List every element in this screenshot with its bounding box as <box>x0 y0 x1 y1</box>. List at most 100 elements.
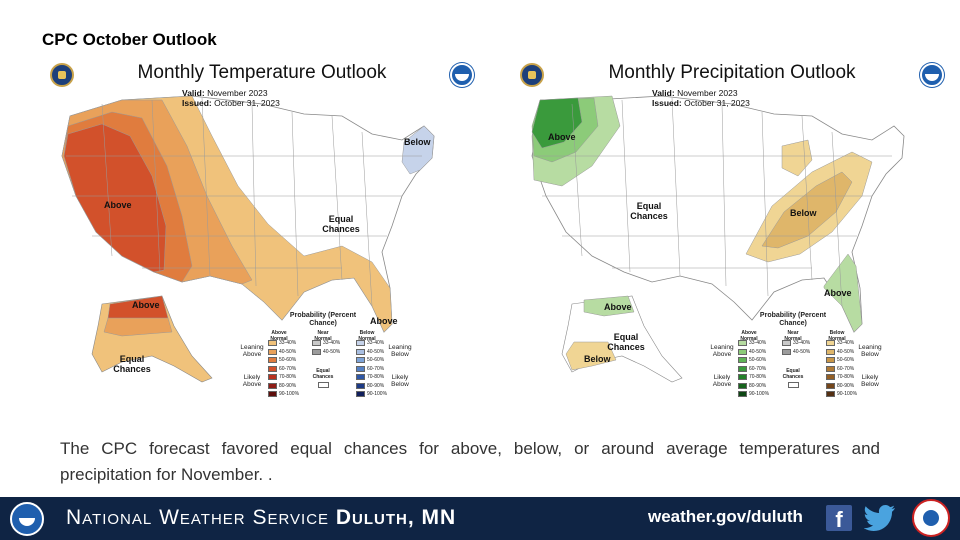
legend-range-near: 33-40% <box>323 340 341 346</box>
legend-swatch-below <box>356 382 365 389</box>
legend-head-below: Below Normal <box>358 330 376 342</box>
legend-range-below: 40-50% <box>367 348 385 355</box>
legend-range-below: 50-60% <box>837 357 855 363</box>
legend-swatch-below <box>826 357 835 363</box>
legend-swatch-above <box>268 348 277 355</box>
legend-swatch-below <box>826 340 835 346</box>
legend-title: Probability (Percent Chance) <box>289 312 357 327</box>
legend-likely-above: Likely Above <box>242 374 262 388</box>
legend-swatch-above <box>268 365 277 372</box>
legend-title: Probability (Percent Chance) <box>759 312 827 327</box>
footer-office: Duluth, MN <box>335 506 457 529</box>
legend-swatch-near <box>312 348 321 355</box>
slide-title: CPC October Outlook <box>42 30 217 49</box>
legend-range-below: 80-90% <box>837 382 855 389</box>
issued-label: Issued: <box>182 98 212 108</box>
valid-value: November 2023 <box>207 88 268 98</box>
label-equal-chances: Equal Chances <box>630 201 668 221</box>
valid-label: Valid: <box>182 88 205 98</box>
issued-label: Issued: <box>652 98 682 108</box>
precipitation-map-title: Monthly Precipitation Outlook <box>608 62 856 83</box>
nws-logo-icon <box>912 499 950 537</box>
label-above-alaska: Above <box>132 300 160 310</box>
temperature-valid-block: Valid: November 2023 Issued: October 31,… <box>182 88 280 108</box>
legend-swatch-above <box>738 340 747 346</box>
legend-range-above: 33-40% <box>279 340 297 346</box>
footer-organization: National Weather Service Duluth, MN <box>66 506 456 530</box>
label-below-ne: Below <box>404 137 431 147</box>
legend-head-near: Near Normal <box>314 330 332 342</box>
footer-website-link[interactable]: weather.gov/duluth <box>648 507 803 526</box>
legend-range-below: 50-60% <box>367 357 385 363</box>
legend-leaning-below: Leaning Below <box>388 344 412 358</box>
legend-swatch-below <box>356 374 365 380</box>
precipitation-outlook-map: Monthly Precipitation Outlook Valid: Nov… <box>512 56 952 408</box>
issued-value: October 31, 2023 <box>684 98 750 108</box>
temperature-map-title: Monthly Temperature Outlook <box>137 62 387 83</box>
legend-range-near: 40-50% <box>793 348 811 355</box>
label-above-se: Above <box>824 288 852 298</box>
legend-range-above: 90-100% <box>749 391 770 397</box>
legend-leaning-above: Leaning Above <box>240 344 264 358</box>
legend-head-above: Above Normal <box>740 330 758 342</box>
temp-below-ne-zone <box>401 125 435 175</box>
label-above-west: Above <box>104 200 132 210</box>
legend-range-above: 50-60% <box>279 357 297 363</box>
label-above-alaska: Above <box>604 302 632 312</box>
legend-likely-above: Likely Above <box>712 374 732 388</box>
legend-range-below: 40-50% <box>837 348 855 355</box>
legend-range-below: 33-40% <box>367 340 385 346</box>
state-borders <box>536 97 892 307</box>
label-below-alaska: Below <box>584 354 611 364</box>
label-equal-chances: Equal Chances <box>322 214 360 234</box>
legend-range-below: 70-80% <box>837 374 855 380</box>
legend-range-above: 60-70% <box>279 365 297 372</box>
legend-swatch-above <box>268 391 277 397</box>
legend-range-below: 90-100% <box>837 391 858 397</box>
legend-swatch-equal <box>788 382 799 388</box>
twitter-icon[interactable] <box>864 505 896 531</box>
legend-head-near: Near Normal <box>784 330 802 342</box>
alaska-above-mid <box>103 317 173 337</box>
legend-swatch-below <box>356 391 365 397</box>
legend-range-above: 70-80% <box>279 374 297 380</box>
legend-swatch-below <box>356 348 365 355</box>
legend-swatch-near <box>782 348 791 355</box>
alaska-above-north <box>583 295 635 317</box>
legend-swatch-below <box>356 365 365 372</box>
prcp-above-se <box>823 253 863 333</box>
legend-range-above: 90-100% <box>279 391 300 397</box>
legend-range-above: 33-40% <box>749 340 767 346</box>
legend-swatch-equal <box>318 382 329 388</box>
legend-head-below: Below Normal <box>828 330 846 342</box>
facebook-icon[interactable]: f <box>826 505 852 532</box>
legend-swatch-above <box>738 357 747 363</box>
noaa-logo-icon <box>450 63 474 87</box>
footer-org-prefix: National Weather Service <box>66 506 330 529</box>
legend-swatch-above <box>738 348 747 355</box>
legend-range-above: 50-60% <box>749 357 767 363</box>
legend-range-above: 40-50% <box>279 348 297 355</box>
legend-swatch-near <box>312 340 321 346</box>
valid-label: Valid: <box>652 88 675 98</box>
precipitation-map-graphic <box>531 95 905 383</box>
state-borders <box>66 97 422 307</box>
legend-swatch-below <box>356 357 365 363</box>
noaa-logo-icon <box>10 502 44 536</box>
temperature-legend: Probability (Percent Chance) Above Norma… <box>238 312 412 408</box>
doc-seal-icon <box>520 63 544 87</box>
legend-range-below: 80-90% <box>367 382 385 389</box>
legend-leaning-above: Leaning Above <box>710 344 734 358</box>
legend-swatch-above <box>738 365 747 372</box>
legend-swatch-near <box>782 340 791 346</box>
legend-swatch-below <box>826 391 835 397</box>
label-below-ohio: Below <box>790 208 817 218</box>
doc-seal-icon <box>50 63 74 87</box>
legend-swatch-below <box>826 374 835 380</box>
valid-value: November 2023 <box>677 88 738 98</box>
legend-swatch-above <box>268 357 277 363</box>
issued-value: October 31, 2023 <box>214 98 280 108</box>
legend-range-above: 80-90% <box>749 382 767 389</box>
legend-range-above: 70-80% <box>749 374 767 380</box>
slide-caption: The CPC forecast favored equal chances f… <box>60 439 880 484</box>
